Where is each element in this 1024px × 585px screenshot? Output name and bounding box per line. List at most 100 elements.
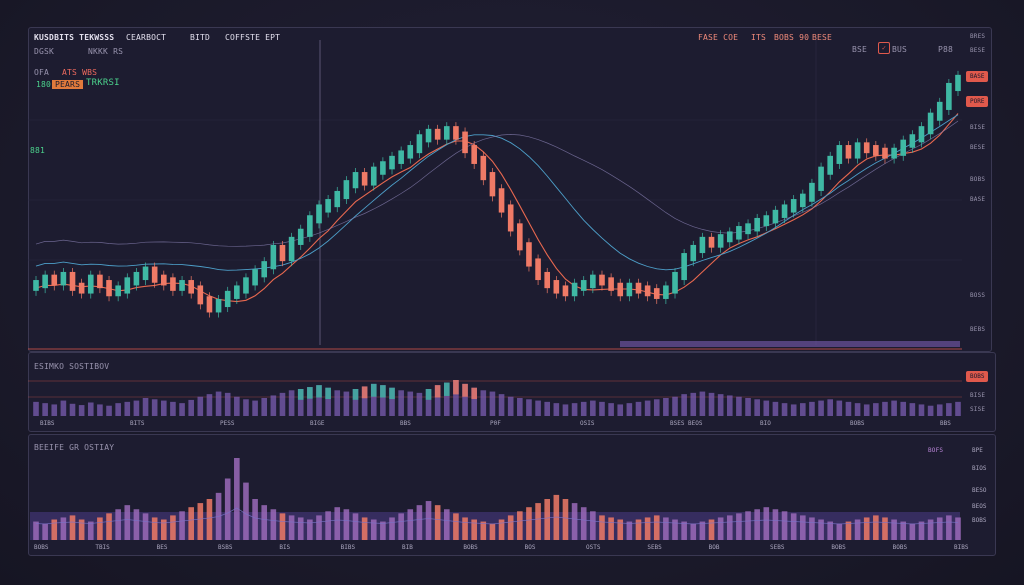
panel1-bar-highlight [425, 389, 432, 400]
candle-body [243, 277, 249, 294]
panel2-bar [416, 505, 423, 540]
candle-body [316, 204, 322, 224]
panel1-bar [115, 403, 121, 416]
panel2-bar [800, 515, 806, 540]
candle-body [790, 199, 797, 213]
panel1-bar [78, 405, 85, 416]
panel2-xtick: BIBS [954, 544, 969, 551]
candle-body [818, 166, 824, 191]
panel1-tag: BOBS [966, 371, 989, 382]
panel2-bar [115, 509, 121, 540]
panel2-bar [288, 515, 295, 540]
candle-body [325, 199, 331, 213]
candle-body [800, 193, 806, 208]
panel1-bar-highlight [443, 382, 450, 396]
panel1-bar-highlight [389, 387, 395, 400]
panel2-bar [745, 511, 751, 540]
panel2-bar [608, 517, 614, 540]
settings-icon[interactable]: ✓ [878, 42, 890, 54]
panel1-bar [927, 405, 934, 416]
panel2-bar [699, 521, 706, 540]
candle-body [745, 223, 751, 235]
panel1-bar [845, 401, 852, 416]
candle-body [836, 145, 843, 164]
panel1-bar [179, 403, 185, 416]
candle-body [179, 280, 185, 291]
panel2-bar [151, 517, 158, 540]
panel1-bar [717, 394, 724, 416]
candle-body [918, 126, 925, 143]
panel2-bar [51, 519, 58, 540]
panel2-xtick: SEBS [647, 544, 662, 551]
panel2-bar [434, 505, 441, 540]
candle-body [462, 131, 468, 154]
panel1-xtick: OSIS [580, 420, 595, 427]
panel2-bar [809, 517, 815, 540]
panel2-bar [407, 509, 414, 540]
panel2-bar [781, 511, 788, 540]
header-right-b[interactable]: ITS [751, 33, 767, 42]
panel1-bar [288, 390, 295, 416]
tool-a[interactable]: BSE [852, 45, 868, 54]
panel1-xtick: PESS [220, 420, 235, 427]
candle-body [854, 142, 861, 159]
panel1-bar [498, 394, 505, 416]
ma-long-line [35, 120, 959, 247]
candle-body [297, 228, 304, 245]
candle-body [407, 145, 414, 159]
panel1-bar [188, 399, 194, 416]
panel1-bar [517, 398, 523, 416]
panel1-bar [535, 400, 541, 416]
panel2-bar [708, 519, 715, 540]
panel1-bar [234, 396, 240, 416]
panel2-bar [343, 509, 350, 540]
panel1-bar [334, 390, 341, 416]
header-right-d[interactable]: BESE [812, 33, 833, 42]
candle-body [389, 155, 395, 170]
candle-body [215, 298, 222, 313]
panel1-bar-highlight [462, 383, 468, 397]
panel1-bar [462, 383, 468, 416]
candle-body [434, 128, 441, 140]
panel1-bar [946, 403, 952, 416]
panel1-bar [909, 403, 916, 416]
panel2-bar [325, 511, 331, 540]
panel2-tag: BOFS [928, 447, 944, 454]
tool-c[interactable]: P88 [938, 45, 954, 54]
panel2-bar [854, 519, 861, 540]
panel2-bar [763, 507, 770, 540]
panel1-bar [51, 404, 58, 416]
interval-label[interactable]: BITD [190, 33, 211, 42]
panel1-bar [854, 403, 861, 416]
header-right-a[interactable]: FASE COE [698, 33, 739, 42]
header-right-c[interactable]: BOBS 90 [774, 33, 810, 42]
panel2-bar [471, 519, 477, 540]
candle-body [681, 253, 687, 281]
panel1-bar [106, 405, 112, 416]
price-scale-2: BESE [970, 47, 986, 54]
panel2-xtick: SEBS [770, 544, 785, 551]
candle-body [124, 277, 131, 294]
panel2-bar [316, 515, 322, 540]
panel2-bar [717, 517, 724, 540]
panel1-xtick: BIGE [310, 420, 325, 427]
panel1-bar [343, 391, 350, 416]
panel2-bar [124, 505, 131, 540]
tool-b[interactable]: BUS [892, 45, 908, 54]
chart-type-label[interactable]: CEARBOCT [126, 33, 167, 42]
candle-body [97, 274, 103, 289]
panel1-bar-highlight [380, 385, 386, 398]
panel2-bar [389, 517, 395, 540]
panel1-bar [827, 399, 834, 416]
panel2-bar [790, 513, 797, 540]
mode-label[interactable]: COFFSTE EPT [225, 33, 281, 42]
candle-body [471, 145, 477, 164]
panel1-bar [243, 399, 249, 416]
symbol-label[interactable]: KUSDBITS TEKWSSS [34, 33, 115, 42]
panel2-bar [507, 515, 514, 540]
price-scale-3: BISE [970, 124, 986, 131]
panel1-bar [151, 399, 158, 416]
candle-body [617, 282, 624, 297]
panel1-xtick: BBS [940, 420, 951, 427]
